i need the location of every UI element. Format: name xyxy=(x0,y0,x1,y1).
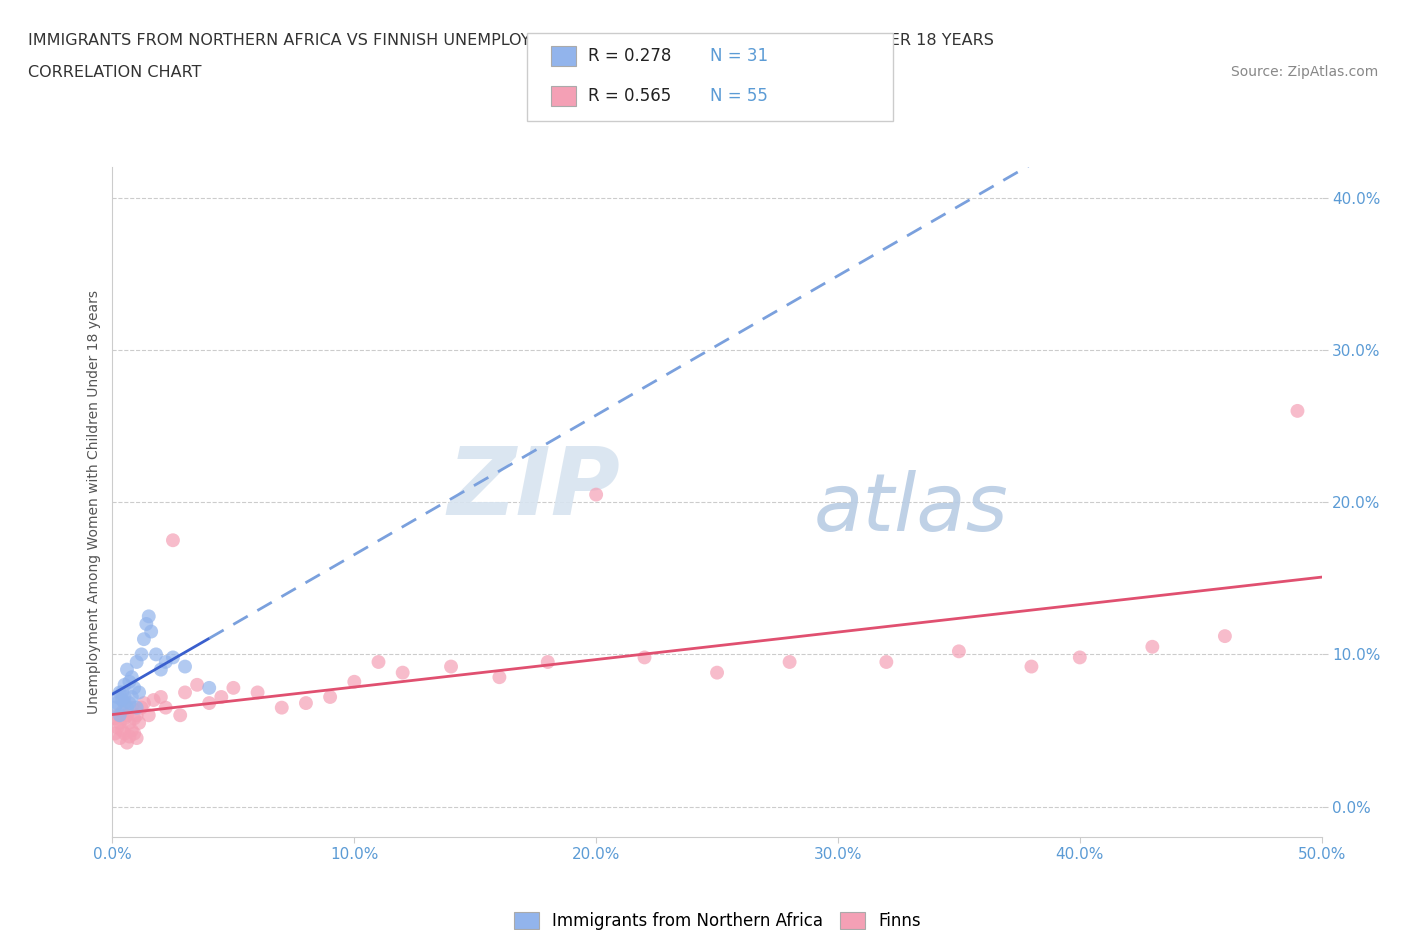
Point xyxy=(121,670,143,684)
Point xyxy=(246,685,269,700)
Point xyxy=(270,700,292,715)
Point xyxy=(118,729,141,744)
Point xyxy=(319,689,342,704)
Point xyxy=(114,711,136,725)
Point xyxy=(198,696,221,711)
Point xyxy=(174,659,197,674)
Point xyxy=(105,689,128,704)
Point xyxy=(104,726,127,741)
Point xyxy=(135,617,157,631)
Point xyxy=(111,723,134,737)
Point xyxy=(1069,650,1091,665)
Legend: Immigrants from Northern Africa, Finns: Immigrants from Northern Africa, Finns xyxy=(508,906,927,930)
Point xyxy=(440,659,463,674)
Point xyxy=(141,624,163,639)
Point xyxy=(174,685,197,700)
Point xyxy=(115,708,138,723)
Point xyxy=(105,720,128,735)
Point xyxy=(108,731,131,746)
Point xyxy=(104,711,127,725)
Point xyxy=(585,487,607,502)
Point xyxy=(122,681,145,696)
Point xyxy=(125,700,148,715)
Point xyxy=(145,647,167,662)
Text: IMMIGRANTS FROM NORTHERN AFRICA VS FINNISH UNEMPLOYMENT AMONG WOMEN WITH CHILDRE: IMMIGRANTS FROM NORTHERN AFRICA VS FINNI… xyxy=(28,33,994,47)
Point xyxy=(138,708,160,723)
Point xyxy=(115,700,138,715)
Point xyxy=(118,674,141,689)
Point xyxy=(118,696,141,711)
Text: Source: ZipAtlas.com: Source: ZipAtlas.com xyxy=(1230,65,1378,79)
Point xyxy=(1213,629,1236,644)
Point xyxy=(537,655,560,670)
Point xyxy=(132,631,155,646)
Point xyxy=(391,665,413,680)
Point xyxy=(108,715,131,730)
Point xyxy=(138,609,160,624)
Text: R = 0.565: R = 0.565 xyxy=(588,86,671,105)
Point xyxy=(779,655,801,670)
Point xyxy=(125,731,148,746)
Point xyxy=(121,700,143,715)
Point xyxy=(128,685,150,700)
Point xyxy=(118,715,141,730)
Point xyxy=(111,705,134,720)
Point xyxy=(114,677,136,692)
Point xyxy=(121,723,143,737)
Text: atlas: atlas xyxy=(814,470,1008,548)
Point xyxy=(488,670,510,684)
Point xyxy=(105,696,128,711)
Point xyxy=(155,655,177,670)
Point xyxy=(131,647,153,662)
Point xyxy=(104,700,127,715)
Text: N = 55: N = 55 xyxy=(710,86,768,105)
Point xyxy=(108,685,131,700)
Point xyxy=(169,708,191,723)
Point xyxy=(222,681,245,696)
Point xyxy=(1286,404,1309,418)
Point xyxy=(114,689,136,704)
Point xyxy=(142,693,165,708)
Point xyxy=(149,662,172,677)
Point xyxy=(295,696,318,711)
Point xyxy=(198,681,221,696)
Point xyxy=(162,533,184,548)
Point xyxy=(1021,659,1043,674)
Point xyxy=(706,665,728,680)
Point xyxy=(108,708,131,723)
Point xyxy=(111,685,134,700)
Point xyxy=(1142,639,1164,654)
Text: ZIP: ZIP xyxy=(447,443,620,535)
Point xyxy=(155,700,177,715)
Point xyxy=(125,708,148,723)
Point xyxy=(121,689,143,704)
Y-axis label: Unemployment Among Women with Children Under 18 years: Unemployment Among Women with Children U… xyxy=(87,290,101,714)
Point xyxy=(132,696,155,711)
Point xyxy=(186,677,208,692)
Point xyxy=(209,689,232,704)
Point xyxy=(122,711,145,725)
Point xyxy=(122,726,145,741)
Point xyxy=(115,736,138,751)
Point xyxy=(114,696,136,711)
Text: R = 0.278: R = 0.278 xyxy=(588,47,671,65)
Point xyxy=(114,726,136,741)
Point xyxy=(948,644,970,658)
Point xyxy=(125,655,148,670)
Point xyxy=(343,674,366,689)
Point xyxy=(149,689,172,704)
Text: CORRELATION CHART: CORRELATION CHART xyxy=(28,65,201,80)
Point xyxy=(162,650,184,665)
Point xyxy=(131,700,153,715)
Point xyxy=(105,708,128,723)
Point xyxy=(367,655,389,670)
Point xyxy=(128,715,150,730)
Point xyxy=(115,662,138,677)
Point xyxy=(111,693,134,708)
Point xyxy=(875,655,897,670)
Point xyxy=(633,650,655,665)
Text: N = 31: N = 31 xyxy=(710,47,768,65)
